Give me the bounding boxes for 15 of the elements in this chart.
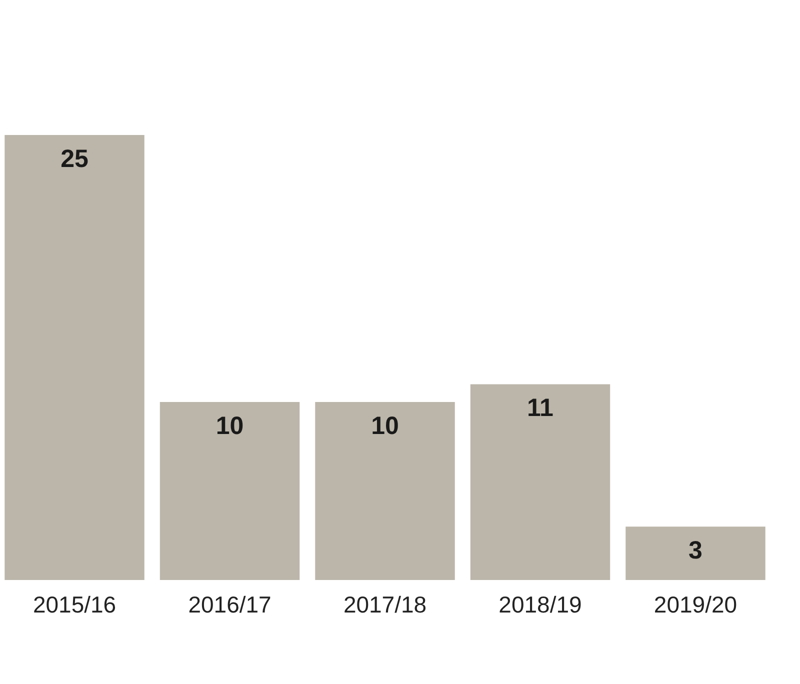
data-label: 10	[216, 412, 244, 440]
x-tick-label: 2019/20	[654, 592, 738, 618]
bar	[315, 402, 455, 580]
x-tick-label: 2015/16	[32, 592, 116, 618]
bar	[470, 384, 610, 580]
bar	[626, 526, 766, 580]
bar	[160, 402, 300, 580]
data-label: 25	[60, 145, 89, 173]
x-tick-label: 2016/17	[188, 592, 272, 618]
x-tick-label: 2017/18	[343, 592, 427, 618]
data-label: 3	[688, 536, 702, 565]
data-label: 11	[527, 394, 554, 422]
bar	[4, 135, 144, 580]
x-tick-label: 2018/19	[498, 592, 582, 618]
data-label: 10	[371, 412, 399, 440]
